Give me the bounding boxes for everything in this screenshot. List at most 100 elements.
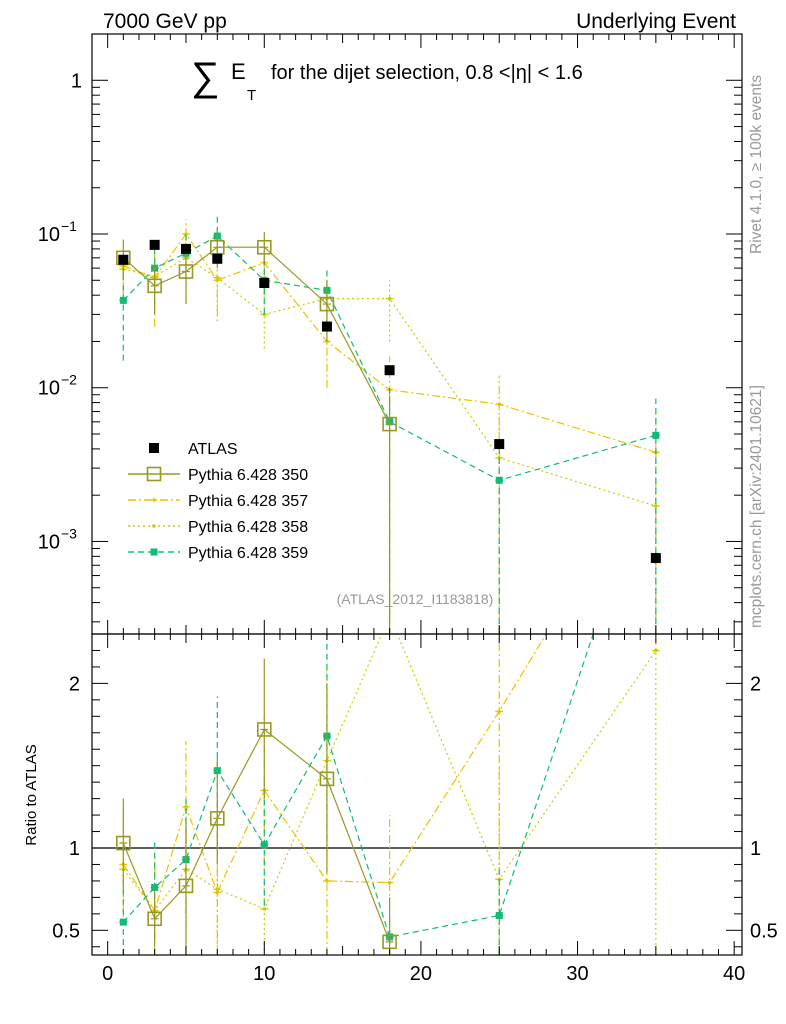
main-series-atlas (118, 239, 661, 564)
ratio-y-tick-label: 1 (69, 838, 80, 860)
ratio-line-p357 (122, 634, 547, 912)
x-tick-label: 10 (253, 963, 275, 985)
x-tick-label: 0 (102, 963, 113, 985)
legend-item-p350: Pythia 6.428 350 (128, 466, 308, 484)
main-point-atlas (650, 553, 661, 564)
main-y-tick-exponent: −1 (61, 218, 77, 234)
ratio-y-tick-label: 2 (69, 673, 80, 695)
main-point-p357 (215, 278, 220, 283)
ratio-y-tick-label-right: 2 (750, 673, 761, 695)
ratio-point-p359 (495, 911, 503, 919)
ratio-point-p357 (497, 709, 502, 714)
main-point-atlas (180, 243, 191, 254)
main-point-p350 (147, 278, 162, 294)
main-point-atlas (259, 278, 270, 289)
legend-item-p359: Pythia 6.428 359 (128, 545, 308, 562)
ratio-point-p350 (256, 722, 272, 737)
title-sum-symbol: ∑ (191, 55, 220, 99)
header-right: Underlying Event (576, 10, 736, 33)
ratio-point-p358 (654, 648, 658, 653)
ratio-point-p357 (325, 879, 329, 883)
watermark-label: (ATLAS_2012_I1183818) (337, 591, 494, 607)
ratio-frame (91, 633, 743, 956)
main-point-p350 (210, 239, 225, 255)
chart-title: ∑ E T for the dijet selection, 0.8 <|η| … (191, 55, 583, 104)
main-point-p350 (319, 296, 335, 312)
ratio-point-p350 (319, 771, 335, 787)
ratio-point-p359 (151, 884, 159, 892)
legend-marker-p350 (146, 466, 162, 482)
main-point-atlas (494, 439, 505, 450)
legend: ATLAS Pythia 6.428 350 Pythia 6.428 357 Pyt… (128, 441, 308, 562)
side-top-label: Rivet 4.1.0, ≥ 100k events (748, 75, 765, 254)
legend-label-p357: Pythia 6.428 357 (188, 493, 308, 510)
ratio-point-p350 (178, 878, 194, 894)
legend-item-p358: Pythia 6.428 358 (128, 519, 308, 536)
main-point-atlas (212, 253, 223, 264)
main-series-p350 (116, 228, 397, 634)
main-point-atlas (149, 239, 160, 250)
ratio-y-tick-label: 0.5 (52, 920, 80, 942)
ratio-point-p359 (119, 918, 127, 926)
legend-marker-p357 (152, 498, 156, 502)
main-y-tick-label: 1 (71, 70, 82, 92)
ratio-point-p350 (116, 835, 131, 851)
ratio-point-p350 (382, 934, 397, 950)
title-subscript: T (247, 87, 256, 104)
main-frame (91, 33, 743, 635)
header-left: 7000 GeV pp (103, 10, 227, 33)
legend-label-p358: Pythia 6.428 358 (188, 519, 308, 536)
main-point-p350 (382, 416, 397, 432)
x-tick-label: 20 (410, 963, 432, 985)
legend-marker-atlas (149, 443, 159, 453)
main-point-p357 (497, 402, 502, 407)
ratio-y-tick-label-right: 1 (750, 838, 761, 860)
main-point-p350 (178, 264, 194, 279)
main-point-p359 (495, 476, 503, 484)
ratio-point-p350 (147, 911, 162, 927)
ratio-line-p359 (122, 634, 594, 938)
x-tick-label: 30 (566, 963, 588, 985)
ratio-plot-area (92, 634, 742, 955)
main-y-tick-label: 10 (38, 378, 60, 400)
legend-marker-p358 (152, 524, 156, 528)
legend-item-atlas: ATLAS (149, 441, 238, 458)
main-line-p350 (122, 246, 391, 425)
main-point-atlas (321, 321, 332, 332)
legend-label-p359: Pythia 6.428 359 (188, 545, 308, 562)
main-point-p359 (652, 431, 660, 439)
ratio-point-p359 (260, 841, 268, 849)
main-point-p357 (184, 232, 188, 236)
ratio-series-p359 (119, 634, 594, 955)
main-y-tick-exponent: −2 (61, 372, 77, 388)
main-plot-area (116, 216, 661, 634)
legend-marker-p359 (150, 548, 158, 556)
ratio-point-p357 (215, 890, 220, 895)
main-y-tick-exponent: −3 (61, 525, 77, 541)
ratio-point-p357 (387, 880, 392, 885)
ratio-y-tick-label-right: 0.5 (750, 920, 778, 942)
ratio-point-p350 (210, 811, 225, 826)
ratio-series-p350 (116, 658, 397, 955)
legend-item-p357: Pythia 6.428 357 (128, 493, 308, 510)
side-bottom-label: mcplots.cern.ch [arXiv:2401.10621] (748, 385, 765, 628)
main-point-p358 (387, 296, 392, 301)
ratio-point-p357 (184, 805, 188, 809)
title-variable: E (231, 59, 246, 84)
main-point-p350 (256, 239, 272, 255)
title-text: for the dijet selection, 0.8 <|η| < 1.6 (271, 62, 583, 84)
main-y-tick-label: 10 (38, 224, 60, 246)
legend-label-p350: Pythia 6.428 350 (188, 467, 308, 484)
main-y-tick-label: 10 (38, 531, 60, 553)
main-point-atlas (118, 254, 129, 265)
x-tick-label: 40 (723, 963, 745, 985)
main-point-p358 (654, 504, 658, 508)
main-point-p357 (325, 339, 329, 344)
main-point-atlas (384, 365, 395, 376)
ratio-y-axis-label: Ratio to ATLAS (23, 744, 40, 845)
ratio-line-p350 (122, 728, 391, 943)
legend-label-atlas: ATLAS (188, 441, 238, 458)
ratio-point-p358 (262, 907, 267, 911)
main-point-p359 (119, 296, 127, 304)
